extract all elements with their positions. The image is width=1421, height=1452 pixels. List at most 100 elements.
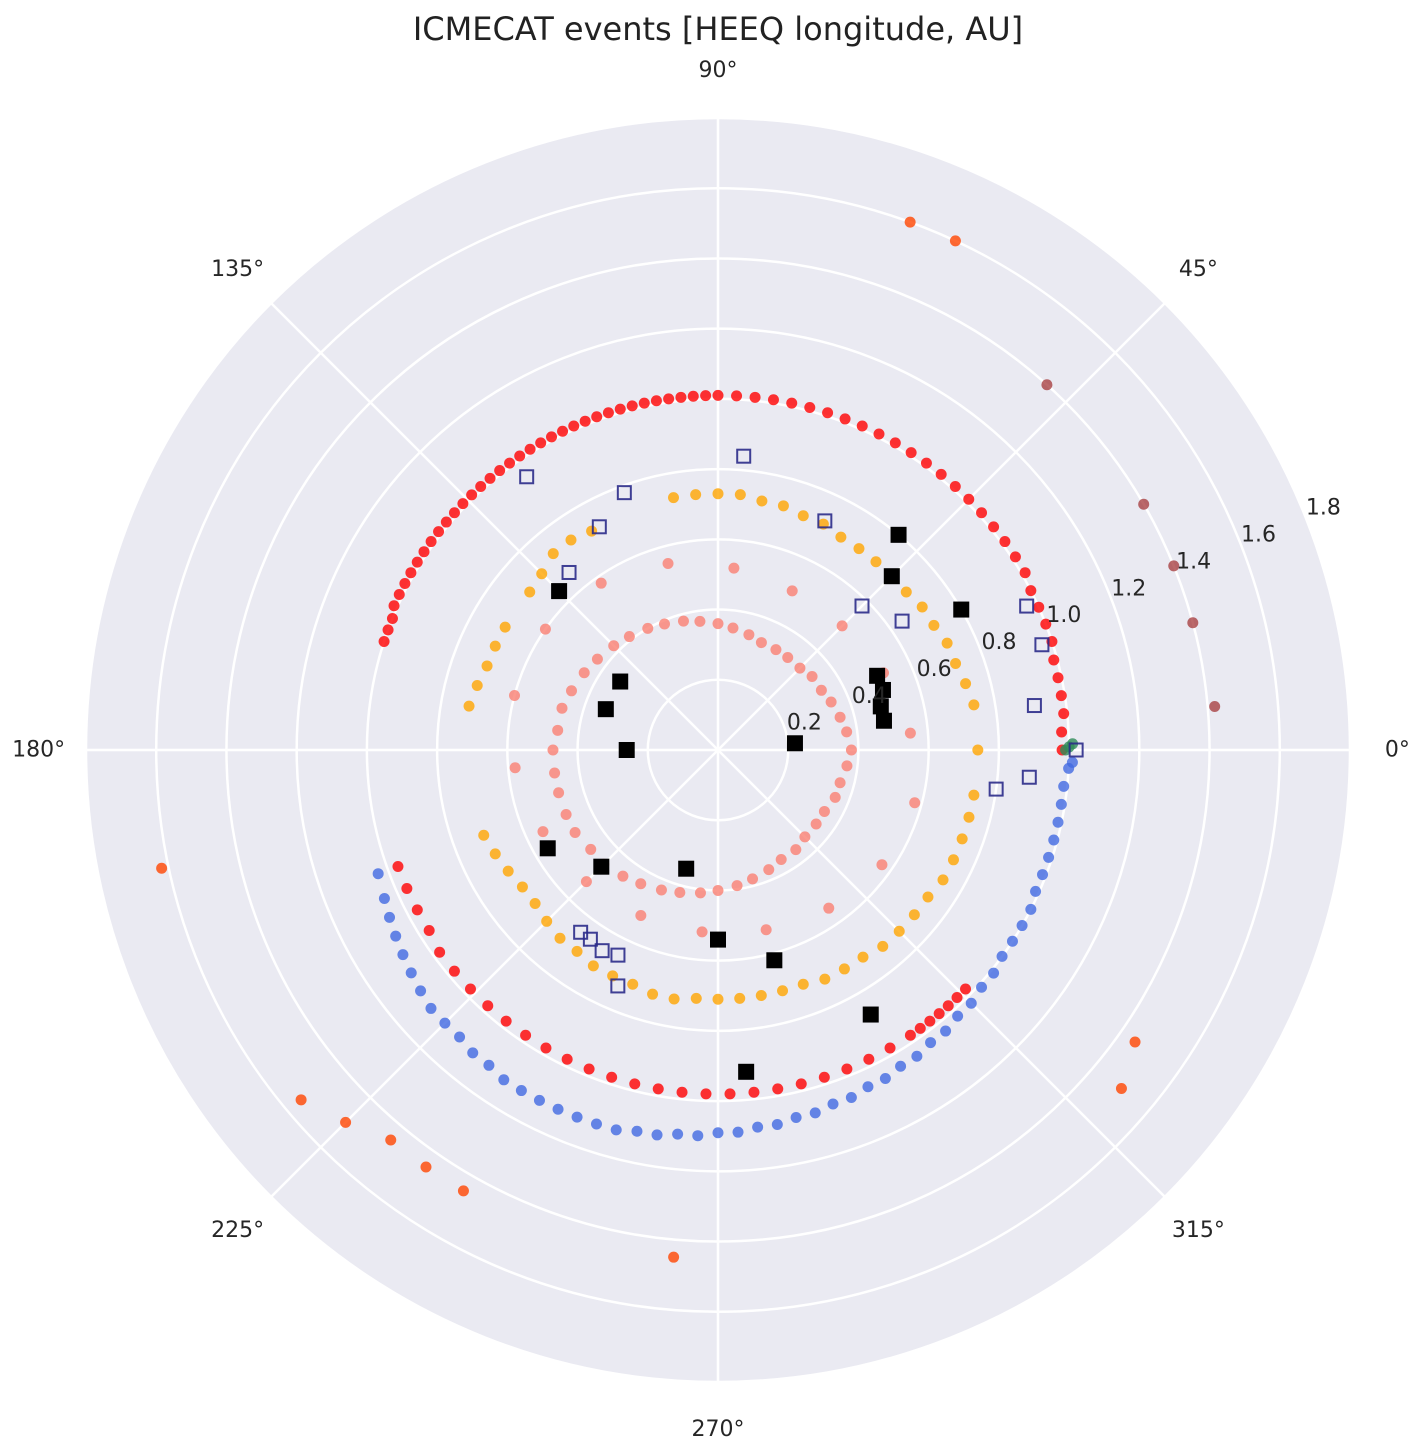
data-point: [996, 950, 1008, 962]
data-point: [295, 1094, 307, 1106]
data-point: [863, 1053, 875, 1065]
angular-gridline: [717, 302, 1166, 751]
data-point: [960, 678, 972, 690]
data-point: [712, 618, 724, 630]
data-point: [539, 623, 551, 635]
data-point: [580, 876, 592, 888]
data-point: [823, 902, 835, 914]
data-point: [819, 973, 831, 985]
data-point: [972, 744, 984, 756]
data-point: [797, 978, 809, 990]
data-point: [999, 536, 1011, 548]
data-point: [658, 618, 670, 630]
data-point: [734, 489, 746, 501]
data-point: [405, 567, 417, 579]
data-point: [857, 951, 869, 963]
data-point: [874, 681, 891, 698]
data-point: [1019, 567, 1031, 579]
data-point: [595, 577, 607, 589]
data-point: [378, 893, 390, 905]
data-point: [547, 744, 559, 756]
data-point: [895, 1060, 907, 1072]
data-point: [560, 808, 572, 820]
radial-tick-label: 1.2: [1111, 576, 1146, 601]
data-point: [561, 1053, 573, 1065]
data-point: [565, 534, 577, 546]
angular-gridline: [717, 749, 1166, 1198]
data-point: [650, 395, 662, 407]
data-point: [481, 660, 493, 672]
data-point: [541, 915, 553, 927]
data-point: [448, 507, 460, 519]
data-point: [1025, 903, 1037, 915]
data-point: [712, 488, 724, 500]
data-point: [854, 598, 870, 614]
data-point: [651, 1129, 663, 1141]
data-point: [825, 696, 837, 708]
data-point: [804, 401, 816, 413]
angle-tick-label: 90°: [699, 58, 738, 83]
data-point: [893, 925, 905, 937]
data-point: [763, 864, 775, 876]
data-point: [529, 897, 541, 909]
data-point: [156, 862, 168, 874]
data-point: [582, 931, 598, 947]
data-point: [834, 777, 846, 789]
data-point: [629, 1078, 641, 1090]
data-point: [794, 662, 806, 674]
data-point: [551, 583, 568, 600]
data-point: [690, 489, 702, 501]
data-point: [841, 760, 853, 772]
angle-tick-label: 135°: [211, 257, 264, 282]
data-point: [965, 997, 977, 1009]
data-point: [484, 472, 496, 484]
data-point: [568, 420, 580, 432]
radial-tick-label: 1.6: [1241, 523, 1276, 548]
data-point: [549, 767, 561, 779]
polar-data-points: [156, 216, 1221, 1263]
data-point: [647, 988, 659, 1000]
data-point: [712, 884, 724, 896]
data-point: [916, 601, 928, 613]
data-point: [388, 600, 400, 612]
data-point: [591, 653, 603, 665]
data-point: [662, 557, 674, 569]
data-point: [777, 985, 789, 997]
data-point: [340, 1116, 352, 1128]
data-point: [786, 585, 798, 597]
data-point: [884, 1042, 896, 1054]
data-point: [566, 685, 578, 697]
data-point: [838, 963, 850, 975]
data-point: [1030, 885, 1042, 897]
data-point: [591, 411, 603, 423]
data-point: [483, 1059, 495, 1071]
data-point: [1187, 617, 1199, 629]
data-point: [489, 848, 501, 860]
data-point: [668, 1251, 680, 1263]
data-point: [766, 952, 783, 969]
data-point: [610, 1124, 622, 1136]
data-point: [771, 1119, 783, 1131]
data-point: [401, 883, 413, 895]
data-point: [738, 1063, 755, 1080]
data-point: [552, 1103, 564, 1115]
data-point: [856, 420, 868, 432]
data-point: [571, 945, 583, 957]
data-point: [786, 735, 803, 752]
data-point: [724, 1088, 736, 1100]
data-point: [638, 397, 650, 409]
data-point: [537, 826, 549, 838]
data-point: [747, 873, 759, 885]
data-point: [829, 791, 841, 803]
data-point: [655, 884, 667, 896]
data-point: [692, 1130, 704, 1142]
data-point: [914, 1022, 926, 1034]
data-point: [1058, 708, 1070, 720]
data-point: [1209, 701, 1221, 713]
data-point: [879, 1072, 891, 1084]
data-point: [877, 940, 889, 952]
angular-gridline: [270, 302, 719, 751]
data-point: [554, 932, 566, 944]
data-point: [678, 860, 695, 877]
